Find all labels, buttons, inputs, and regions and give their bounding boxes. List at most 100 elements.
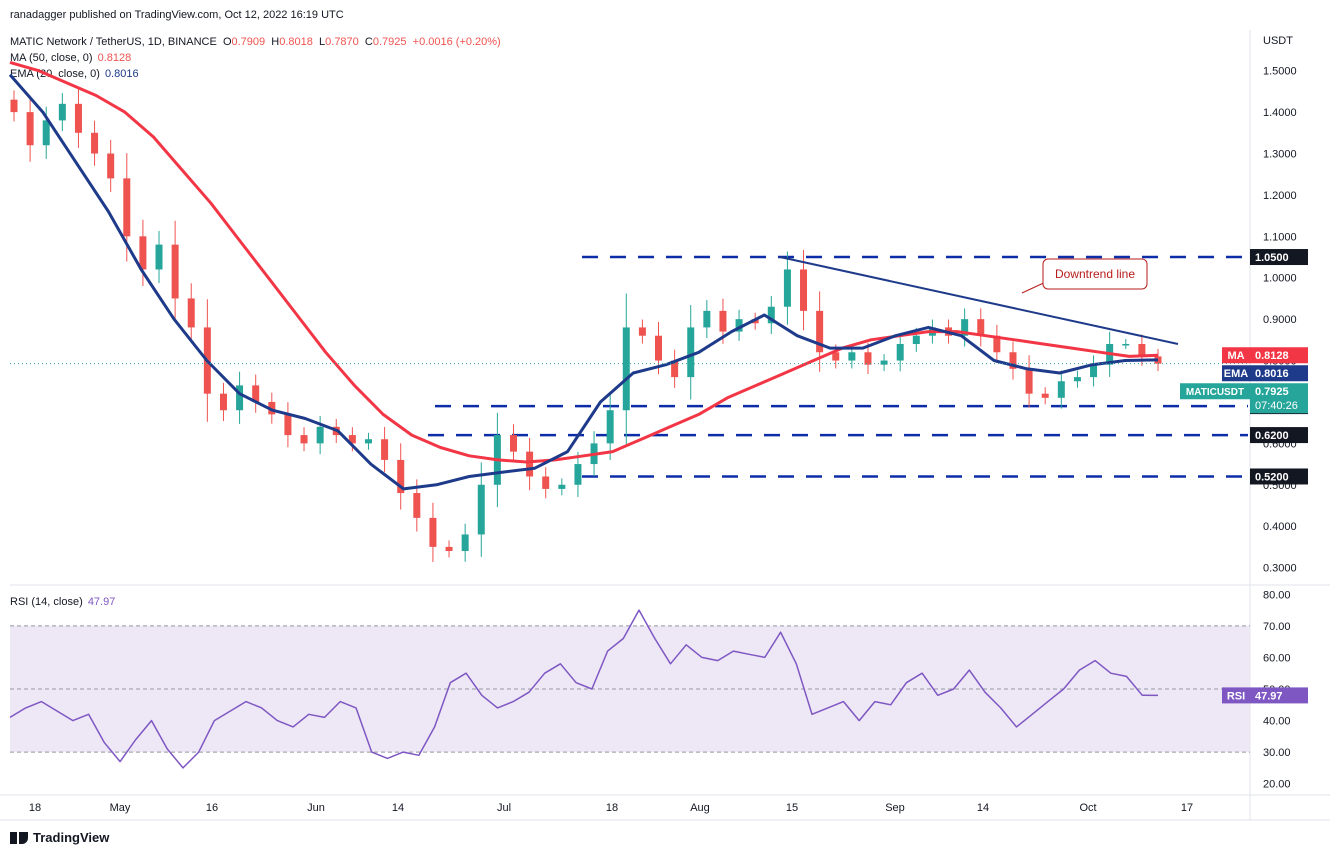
price-axis-unit: USDT bbox=[1263, 35, 1293, 47]
candle-body bbox=[558, 484, 566, 489]
ma-tag-value-bg bbox=[1250, 347, 1308, 364]
candle-body bbox=[1073, 377, 1081, 382]
time-tick-label: 14 bbox=[392, 802, 404, 814]
candle-body bbox=[993, 335, 1001, 353]
price-tick-label: 0.4000 bbox=[1263, 521, 1297, 533]
candle-body bbox=[687, 327, 695, 378]
candle-body bbox=[348, 435, 356, 444]
candle-body bbox=[381, 439, 389, 460]
time-tick-label: 16 bbox=[206, 802, 218, 814]
candle-body bbox=[816, 310, 824, 353]
candle-body bbox=[316, 426, 324, 444]
ema-tag-value: 0.8016 bbox=[1255, 368, 1289, 380]
time-tick-label: 15 bbox=[786, 802, 798, 814]
candle-body bbox=[703, 310, 711, 328]
rsi-line bbox=[9, 609, 1159, 769]
price-tick-label: 1.1000 bbox=[1263, 231, 1297, 243]
rsi-tag-name-bg bbox=[1222, 687, 1250, 704]
candle-body bbox=[42, 120, 50, 146]
candle-body bbox=[477, 484, 485, 535]
price-tick-label: 1.3000 bbox=[1263, 149, 1297, 161]
ohlc-values: O0.7909 H0.8018 L0.7870 C0.7925 +0.0016 … bbox=[222, 36, 501, 48]
candle-body bbox=[155, 244, 163, 270]
candle-body bbox=[397, 459, 405, 494]
ma-tag-value: 0.8128 bbox=[1255, 350, 1289, 362]
price-tick-label: 0.3000 bbox=[1263, 563, 1297, 575]
last-tag-value-bg bbox=[1250, 383, 1308, 414]
candle-body bbox=[1041, 393, 1049, 398]
candle-body bbox=[187, 298, 195, 328]
candle-body bbox=[1138, 343, 1146, 357]
ema-tag-value-bg bbox=[1250, 365, 1308, 382]
candle-body bbox=[445, 546, 453, 552]
candle-body bbox=[719, 310, 727, 332]
price-tick-label: 0.9000 bbox=[1263, 314, 1297, 326]
ma-legend-value: 0.8128 bbox=[97, 52, 132, 64]
ma-tag-name-bg bbox=[1222, 347, 1250, 364]
last-tag-value: 0.7925 bbox=[1255, 386, 1289, 398]
candle-body bbox=[800, 269, 808, 311]
candle-body bbox=[252, 385, 260, 402]
rsi-tick-label: 40.00 bbox=[1263, 716, 1291, 728]
level-tag-bg bbox=[1250, 468, 1308, 485]
rsi-tag-name: RSI bbox=[1227, 690, 1245, 702]
candle-body bbox=[1025, 368, 1033, 394]
level-tag-label: 0.5200 bbox=[1255, 471, 1289, 483]
time-tick-label: Jun bbox=[307, 802, 325, 814]
time-tick-label: Sep bbox=[885, 802, 905, 814]
level-tag-label: 0.6200 bbox=[1255, 430, 1289, 442]
time-tick-label: May bbox=[110, 802, 131, 814]
candle-body bbox=[107, 153, 115, 179]
candle-body bbox=[268, 401, 276, 415]
symbol-title: MATIC Network / TetherUS, 1D, BINANCE bbox=[10, 36, 217, 48]
rsi-tag-value-bg bbox=[1250, 687, 1308, 704]
last-tag-name: MATICUSDT bbox=[1186, 387, 1244, 398]
candle-body bbox=[896, 343, 904, 361]
candle-body bbox=[429, 517, 437, 547]
candle-body bbox=[413, 493, 421, 518]
price-tick-label: 1.2000 bbox=[1263, 190, 1297, 202]
candle-body bbox=[284, 414, 292, 436]
rsi-tick-label: 70.00 bbox=[1263, 621, 1291, 633]
ma-tag-name: MA bbox=[1227, 350, 1244, 362]
rsi-tick-label: 30.00 bbox=[1263, 747, 1291, 759]
ema-legend: EMA (20, close, 0) 0.8016 bbox=[10, 68, 139, 80]
candle-body bbox=[783, 269, 791, 307]
price-tick-label: 1.4000 bbox=[1263, 107, 1297, 119]
candle-body bbox=[848, 352, 856, 361]
candle-body bbox=[74, 103, 82, 133]
rsi-tick-label: 20.00 bbox=[1263, 779, 1291, 791]
rsi-tag-value: 47.97 bbox=[1255, 690, 1283, 702]
price-tick-label: 1.0000 bbox=[1263, 273, 1297, 285]
candle-body bbox=[171, 244, 179, 299]
candle-body bbox=[1057, 381, 1065, 398]
ema-tag-name: EMA bbox=[1224, 368, 1249, 380]
ema-tag-name-bg bbox=[1222, 365, 1250, 382]
ema-line bbox=[8, 73, 1159, 491]
rsi-tick-label: 80.00 bbox=[1263, 589, 1291, 601]
last-tag-name-bg bbox=[1180, 383, 1250, 400]
candle-body bbox=[300, 435, 308, 444]
time-tick-label: 18 bbox=[606, 802, 618, 814]
candle-body bbox=[880, 360, 888, 365]
rsi-legend: RSI (14, close) 47.97 bbox=[10, 596, 116, 608]
candle-body bbox=[91, 132, 99, 154]
ema-legend-value: 0.8016 bbox=[104, 68, 139, 80]
candle-body bbox=[912, 335, 920, 344]
ma-legend: MA (50, close, 0) 0.8128 bbox=[10, 52, 132, 64]
candle-body bbox=[1122, 343, 1130, 346]
candle-body bbox=[509, 435, 517, 452]
candle-body bbox=[461, 534, 469, 552]
candle-body bbox=[864, 352, 872, 365]
time-tick-label: Oct bbox=[1079, 802, 1096, 814]
candle-body bbox=[526, 451, 534, 477]
level-tag-bg bbox=[1250, 249, 1308, 266]
candle-body bbox=[10, 99, 18, 113]
candle-body bbox=[236, 385, 244, 411]
candle-body bbox=[58, 103, 66, 121]
time-tick-label: 14 bbox=[977, 802, 989, 814]
candle-body bbox=[219, 393, 227, 411]
candle-body bbox=[139, 236, 147, 270]
